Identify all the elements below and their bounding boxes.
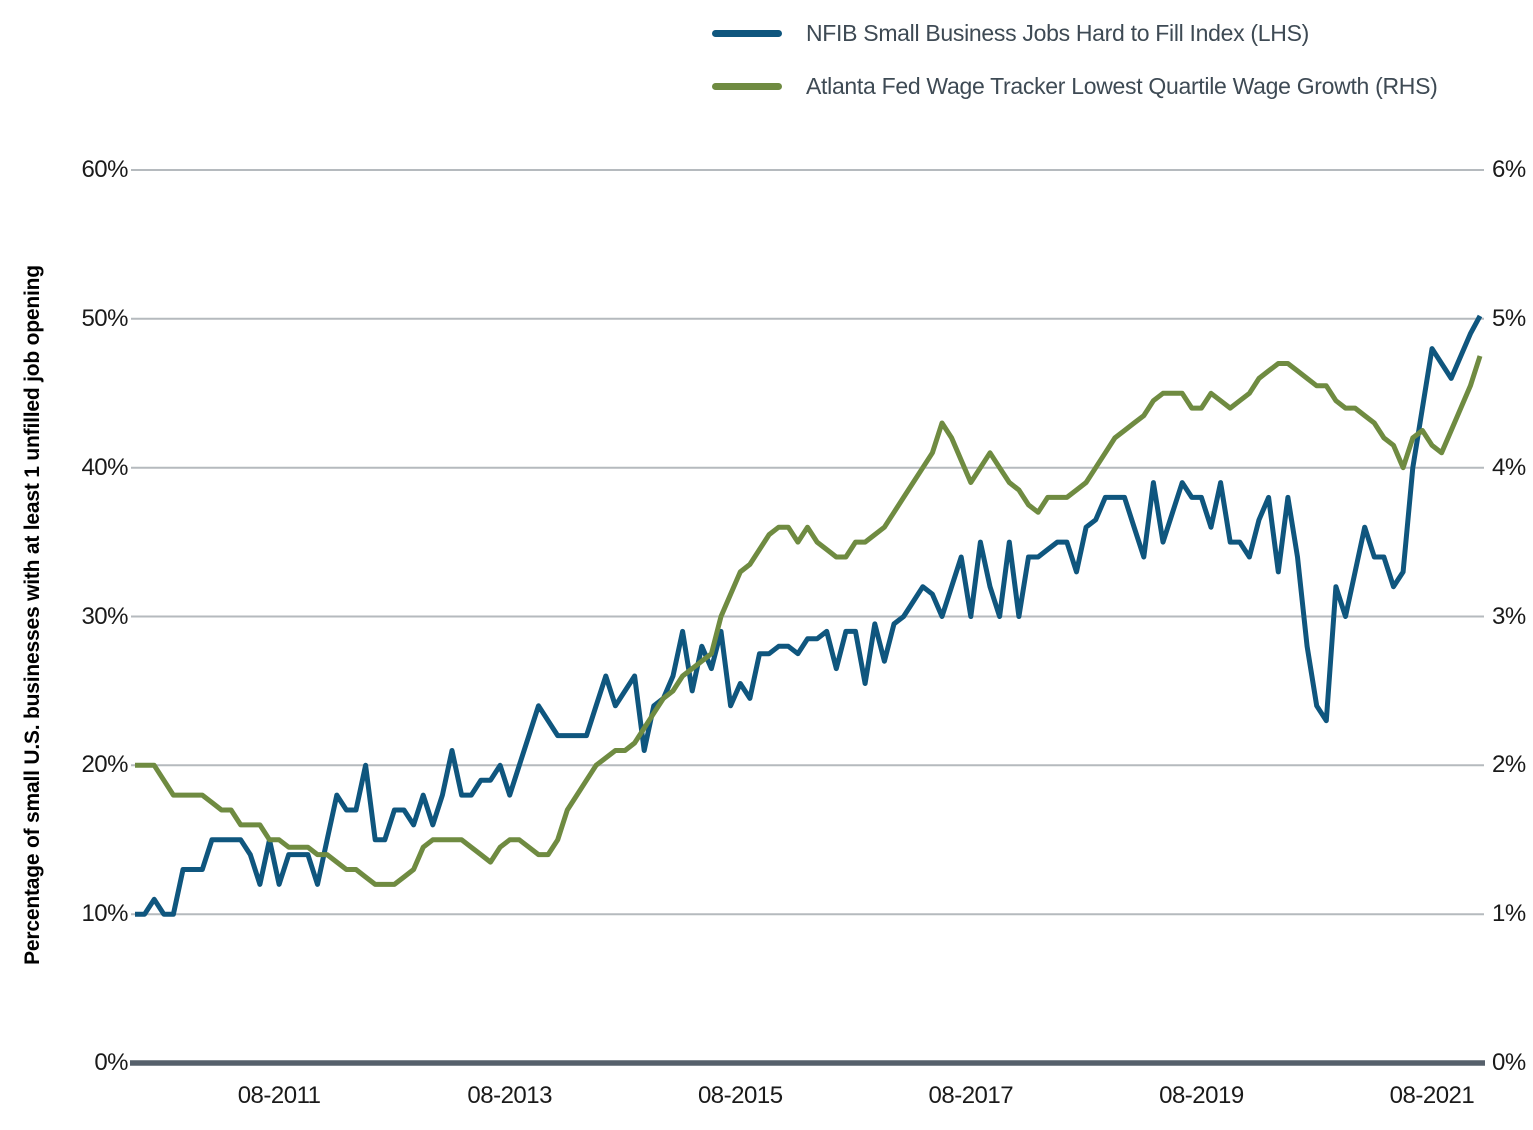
data-series: [135, 314, 1483, 917]
right-axis-tick-2%: 2%: [1492, 751, 1526, 779]
left-axis-tick-20%: 20%: [81, 751, 128, 779]
x-axis-tick-08-2021: 08-2021: [1389, 1082, 1475, 1109]
left-axis-tick-10%: 10%: [81, 900, 128, 928]
right-axis-tick-4%: 4%: [1492, 453, 1526, 481]
right-axis-tick-0%: 0%: [1492, 1049, 1526, 1076]
legend: NFIB Small Business Jobs Hard to Fill In…: [712, 20, 1438, 100]
legend-label-nfib: NFIB Small Business Jobs Hard to Fill In…: [806, 20, 1309, 46]
x-axis-tick-08-2019: 08-2019: [1159, 1082, 1244, 1109]
x-axis-tick-08-2013: 08-2013: [467, 1082, 552, 1109]
gridlines: [131, 169, 1484, 916]
left-axis-tick-60%: 60%: [81, 156, 128, 183]
right-axis-tick-5%: 5%: [1492, 304, 1526, 332]
legend-label-atlanta-fed: Atlanta Fed Wage Tracker Lowest Quartile…: [806, 73, 1438, 99]
right-axis-tick-1%: 1%: [1492, 900, 1526, 928]
legend-item-nfib: NFIB Small Business Jobs Hard to Fill In…: [712, 20, 1438, 47]
series-line-wage-tracker-green: [135, 355, 1483, 887]
x-axis-tick-08-2017: 08-2017: [928, 1082, 1014, 1109]
left-axis-tick-50%: 50%: [81, 304, 128, 332]
series-line-nfib-blue: [135, 314, 1483, 917]
left-axis-tick-0%: 0%: [94, 1049, 128, 1076]
legend-line-swatch-blue: [712, 30, 782, 37]
left-axis-tick-40%: 40%: [81, 453, 128, 481]
left-y-axis-title: Percentage of small U.S. businesses with…: [21, 265, 44, 965]
legend-item-atlanta-fed: Atlanta Fed Wage Tracker Lowest Quartile…: [712, 73, 1438, 100]
left-axis-tick-30%: 30%: [81, 602, 128, 630]
right-axis-tick-3%: 3%: [1492, 602, 1526, 630]
x-axis-tick-08-2011: 08-2011: [237, 1082, 321, 1109]
right-axis-tick-6%: 6%: [1492, 156, 1526, 183]
legend-line-swatch-green: [712, 83, 782, 90]
x-axis-tick-08-2015: 08-2015: [697, 1082, 783, 1109]
